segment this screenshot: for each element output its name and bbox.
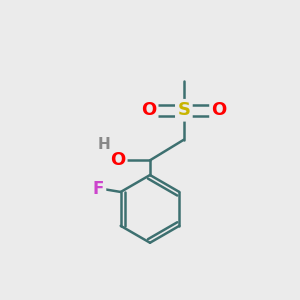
- Text: O: O: [141, 101, 156, 119]
- Text: O: O: [110, 151, 125, 169]
- Text: S: S: [177, 101, 190, 119]
- Text: F: F: [93, 180, 104, 198]
- Text: H: H: [98, 136, 111, 152]
- Text: O: O: [212, 101, 227, 119]
